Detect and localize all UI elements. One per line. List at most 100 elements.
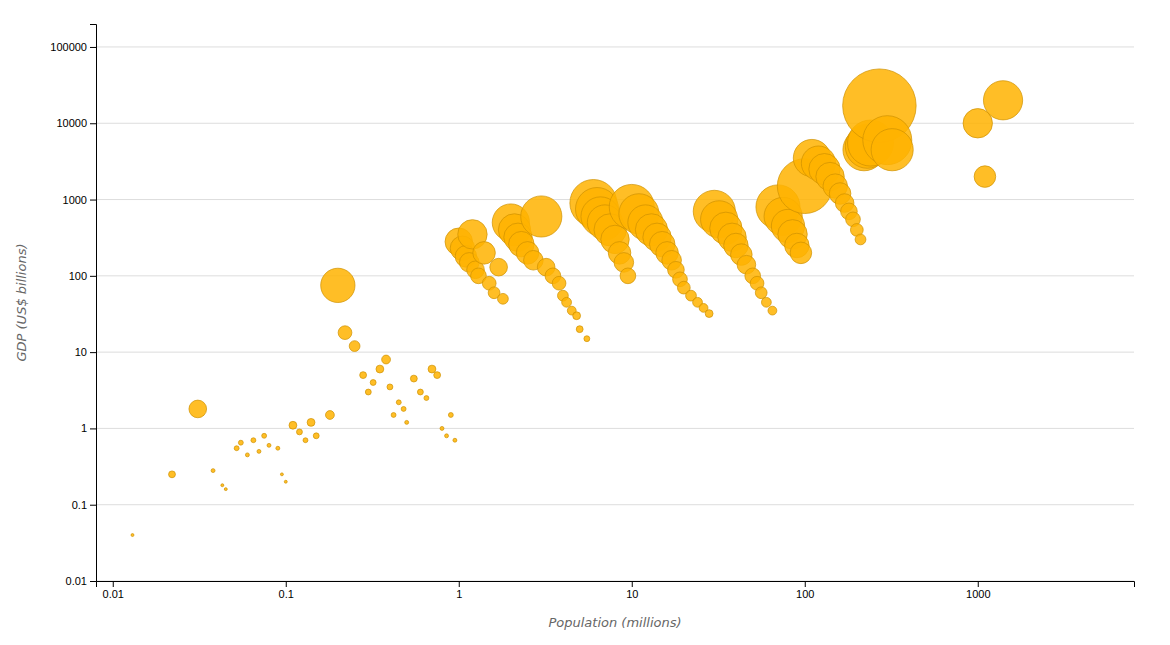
y-tick-label: 1000	[63, 194, 87, 206]
bubble	[169, 471, 176, 478]
bubble	[251, 438, 256, 443]
bubble	[211, 469, 215, 473]
x-axis: 0.01 0.1 1 10 100 1000	[97, 581, 1135, 600]
x-tick-mark	[459, 581, 460, 587]
y-tick-mark	[90, 47, 96, 48]
bubble	[276, 446, 280, 450]
x-tick-label: 100	[796, 588, 814, 600]
x-tick-label: 1000	[966, 588, 990, 600]
bubble	[417, 389, 423, 395]
bubble	[365, 389, 371, 395]
y-tick-label: 10000	[56, 117, 87, 129]
bubble	[440, 426, 444, 430]
bubble	[790, 242, 812, 264]
bubble	[871, 129, 913, 171]
x-tick: 100	[796, 581, 814, 600]
bubble	[189, 400, 207, 418]
bubble	[562, 297, 572, 307]
x-tick-mark	[805, 581, 806, 587]
bubble	[289, 421, 297, 429]
bubble	[983, 81, 1022, 120]
y-tick-mark	[90, 505, 96, 506]
bubble	[755, 287, 767, 299]
bubble	[974, 166, 996, 188]
grid	[96, 47, 1134, 581]
x-tick: 1	[456, 581, 462, 600]
bubble	[396, 400, 401, 405]
y-grid-line	[96, 352, 1134, 353]
chart: 0.01 0.1 1 10 100 1000 0.01 0.1 1 10 100 1000 10000 1…	[0, 0, 1170, 645]
bubble	[552, 276, 566, 290]
y-tick-mark	[90, 123, 96, 124]
bubble	[473, 242, 496, 265]
bubble	[131, 534, 134, 537]
bubble	[257, 449, 261, 453]
x-tick-mark	[978, 581, 979, 587]
bubble	[761, 297, 771, 307]
bubble	[238, 440, 243, 445]
bubbles	[131, 69, 1023, 537]
x-axis-title: Population (millions)	[548, 615, 681, 630]
y-grid-line	[96, 46, 1134, 47]
bubble	[262, 433, 267, 438]
bubble	[620, 268, 636, 284]
bubble	[321, 268, 355, 302]
y-tick-label: 10	[75, 346, 87, 358]
y-tick-label: 1	[81, 422, 87, 434]
bubble	[234, 446, 239, 451]
y-tick-mark	[90, 428, 96, 429]
x-tick-mark	[286, 581, 287, 587]
bubble	[584, 336, 590, 342]
y-axis-title: GDP (US$ billions)	[14, 243, 29, 361]
x-tick-label: 1	[456, 588, 462, 600]
bubble	[768, 306, 777, 315]
bubble	[326, 411, 335, 420]
x-tick-mark	[632, 581, 633, 587]
x-tick-label: 0.01	[103, 588, 124, 600]
y-tick-label: 100000	[50, 41, 87, 53]
bubble	[401, 406, 406, 411]
y-tick: 1000	[63, 194, 96, 206]
bubble	[498, 293, 509, 304]
bubble	[410, 375, 417, 382]
x-tick: 10	[626, 581, 638, 600]
bubble	[573, 312, 581, 320]
bubble	[391, 413, 396, 418]
y-tick-label: 0.1	[72, 499, 87, 511]
x-tick: 0.01	[103, 581, 124, 600]
x-tick-label: 10	[626, 588, 638, 600]
bubble	[387, 384, 393, 390]
bubble	[428, 365, 436, 373]
y-axis: 0.01 0.1 1 10 100 1000 10000 100000	[50, 25, 96, 588]
bubble	[855, 234, 866, 245]
bubble	[576, 326, 583, 333]
bubble	[360, 372, 367, 379]
bubble	[221, 484, 224, 487]
y-tick: 100000	[50, 41, 96, 53]
y-tick-label: 100	[69, 270, 87, 282]
y-tick: 10000	[56, 117, 96, 129]
bubble	[521, 196, 562, 237]
bubble	[434, 372, 441, 379]
x-tick: 0.1	[279, 581, 294, 600]
bubble	[405, 420, 409, 424]
bubble	[705, 310, 713, 318]
y-axis-line	[90, 25, 97, 582]
bubble	[490, 258, 508, 276]
y-grid-line	[96, 504, 1134, 505]
bubble	[445, 434, 449, 438]
y-tick-mark	[90, 581, 96, 582]
bubble	[313, 433, 319, 439]
bubble	[453, 438, 457, 442]
bubble	[224, 488, 227, 491]
y-tick: 100	[69, 270, 96, 282]
y-tick-mark	[90, 200, 96, 201]
x-tick-label: 0.1	[279, 588, 294, 600]
bubble	[297, 429, 303, 435]
bubble	[424, 396, 429, 401]
bubble	[267, 443, 271, 447]
x-tick: 1000	[966, 581, 990, 600]
y-tick: 0.01	[66, 575, 96, 587]
y-tick-mark	[90, 352, 96, 353]
bubble	[370, 380, 376, 386]
